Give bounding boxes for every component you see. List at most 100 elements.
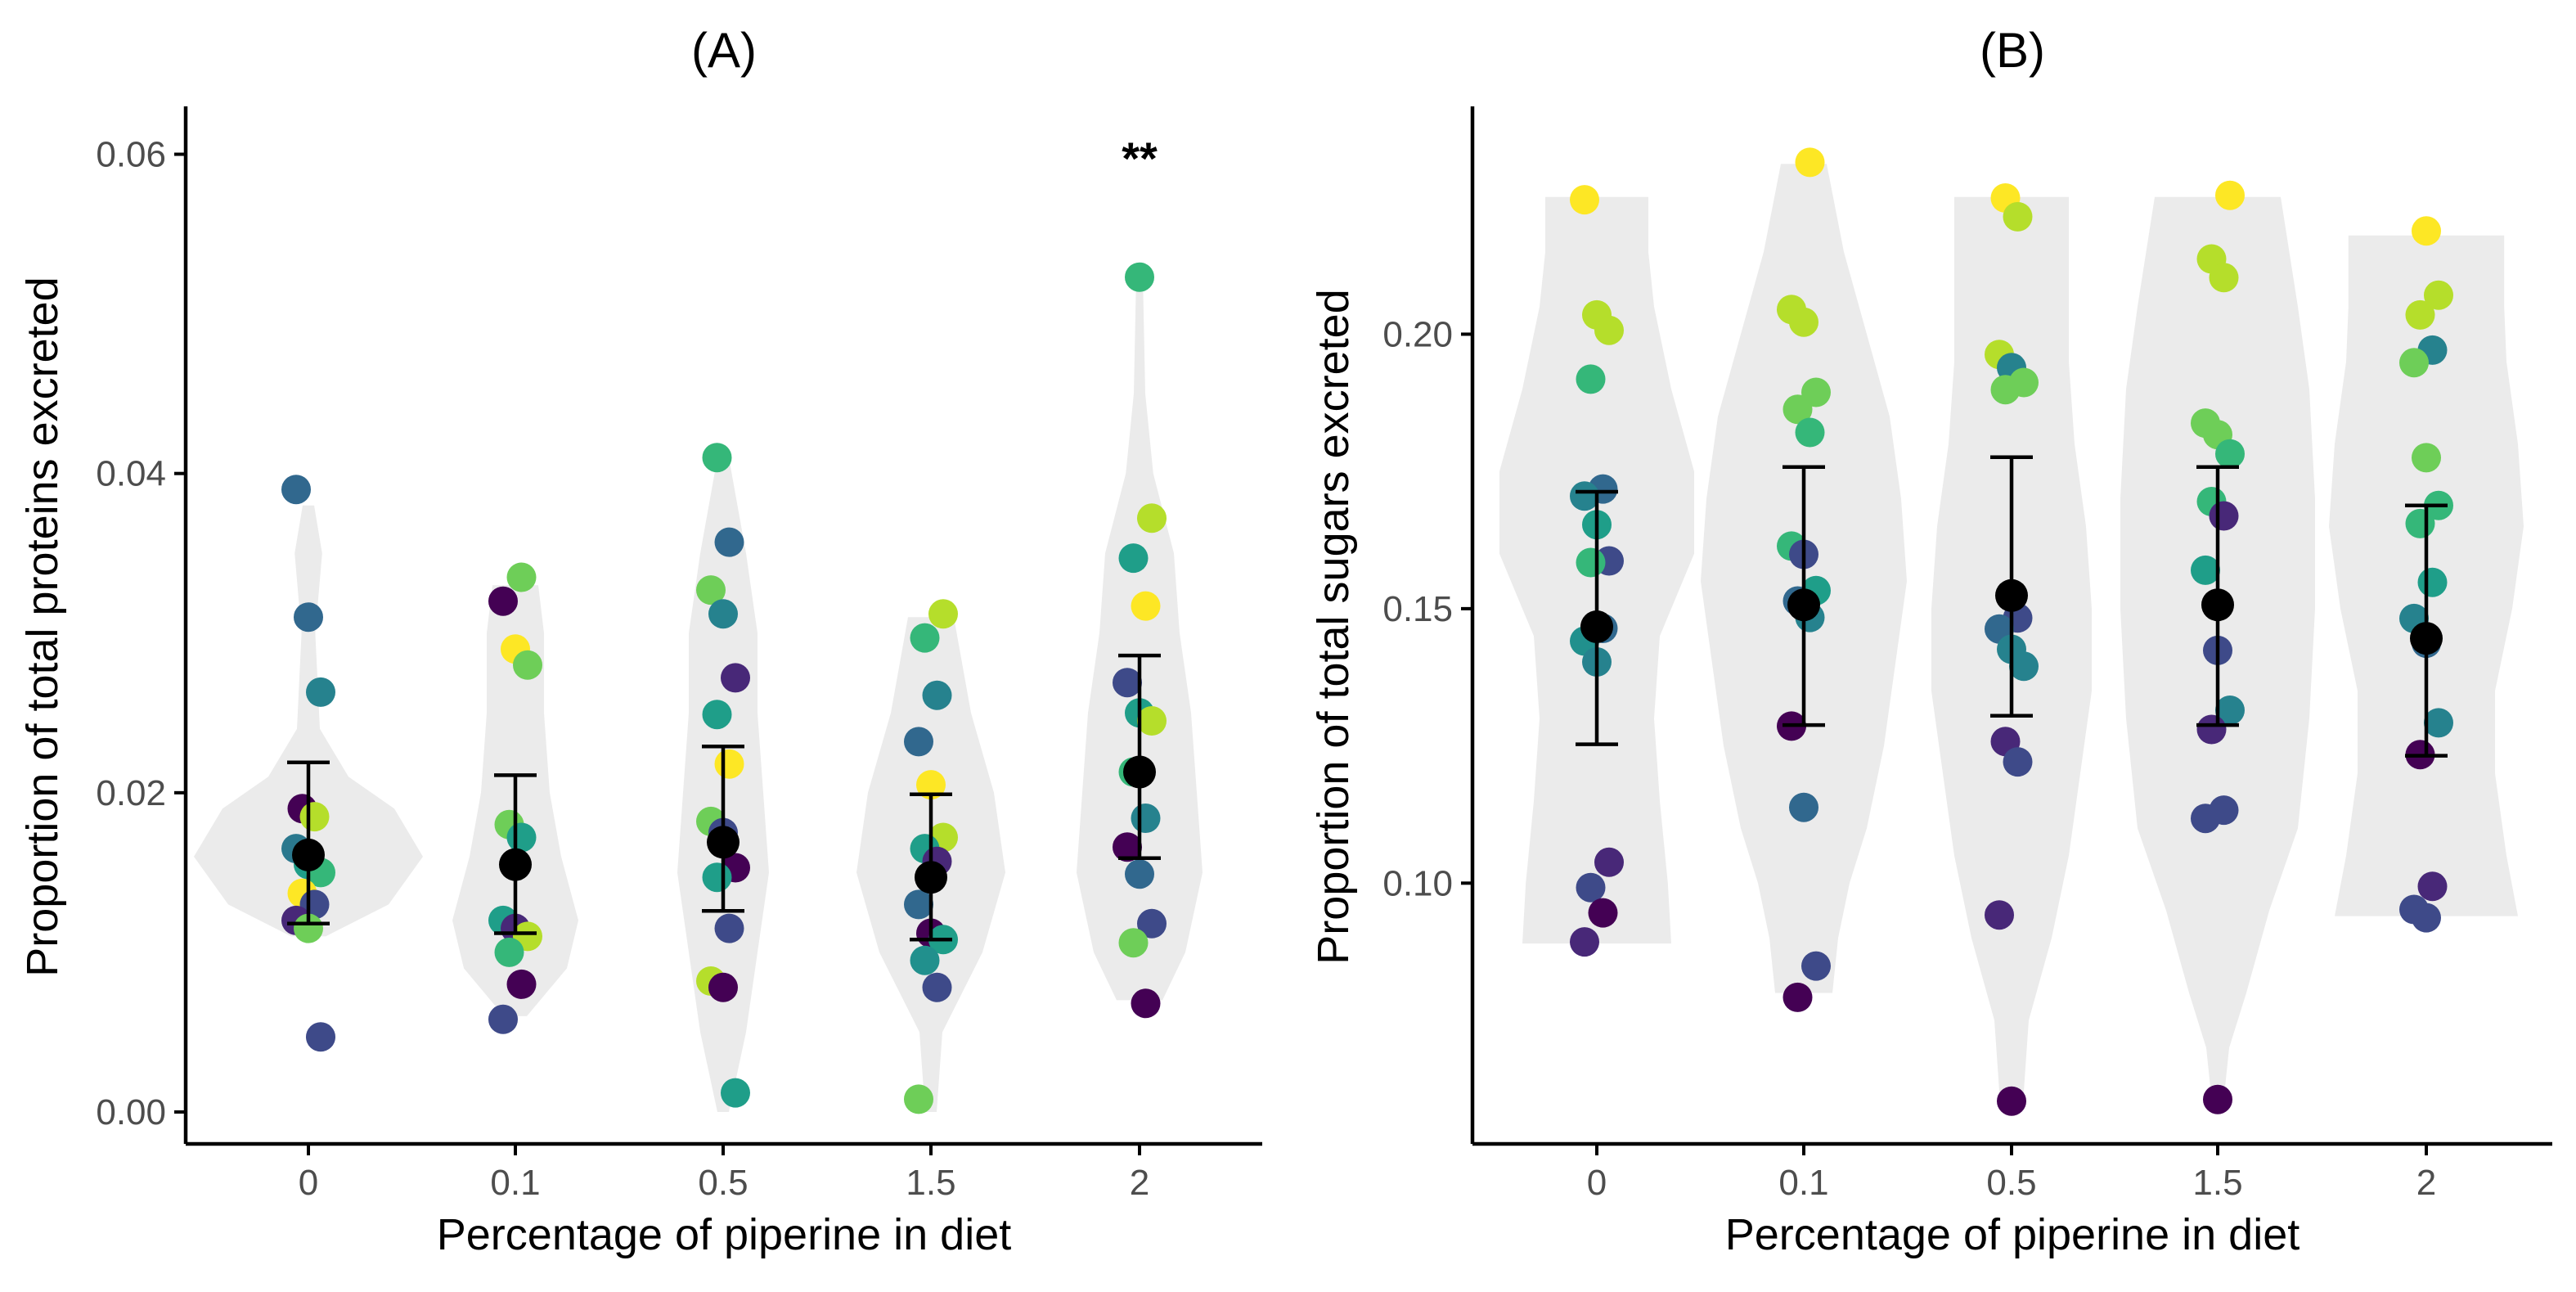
x-axis-title: Percentage of piperine in diet (1725, 1210, 2300, 1259)
data-point (1576, 364, 1606, 394)
data-point (714, 913, 744, 943)
data-point (1118, 928, 1149, 958)
data-point (2203, 1084, 2232, 1114)
mean-point (2201, 588, 2234, 622)
x-tick-label: 1.5 (2192, 1163, 2242, 1203)
data-point (708, 599, 738, 629)
data-point (1570, 927, 1599, 957)
data-point (513, 650, 542, 680)
data-point (904, 1084, 933, 1114)
x-tick-label: 0 (1587, 1163, 1607, 1203)
y-tick-label: 0.00 (96, 1092, 166, 1132)
x-tick-label: 2 (1130, 1163, 1149, 1203)
x-tick-label: 0.5 (698, 1163, 748, 1203)
data-point (904, 727, 933, 757)
data-point (2191, 804, 2220, 834)
data-point (1131, 988, 1161, 1019)
data-point (1789, 792, 1818, 822)
data-point (1125, 859, 1154, 889)
data-point (702, 700, 732, 730)
data-point (281, 475, 311, 505)
data-point (2003, 201, 2033, 232)
mean-point (707, 826, 740, 859)
data-point (1594, 847, 1624, 877)
data-point (1576, 872, 1606, 903)
data-point (1588, 898, 1618, 928)
data-point (928, 599, 958, 629)
data-point (2412, 443, 2441, 473)
data-point (702, 443, 732, 473)
data-point (294, 913, 323, 943)
data-point (1990, 375, 2021, 405)
y-tick-label: 0.04 (96, 454, 166, 494)
mean-point (1787, 588, 1820, 622)
data-point (1985, 900, 2014, 930)
data-point (306, 677, 335, 707)
data-point (922, 680, 952, 710)
y-tick-label: 0.20 (1382, 314, 1453, 354)
data-point (1594, 315, 1624, 345)
y-tick-label: 0.15 (1382, 589, 1453, 629)
data-point (2424, 280, 2453, 310)
data-point (2399, 348, 2429, 378)
mean-point (499, 848, 532, 881)
data-point (2003, 747, 2033, 777)
data-point (506, 969, 537, 999)
data-point (306, 1022, 335, 1052)
data-point (1789, 307, 1818, 337)
data-point (1131, 591, 1161, 621)
data-point (2412, 903, 2441, 933)
data-point (2215, 180, 2245, 210)
data-point (1795, 417, 1825, 448)
data-point (916, 770, 946, 800)
data-point (721, 663, 750, 693)
panel-b: (B) Percentage of piperine in diet Propo… (1309, 23, 2552, 1259)
data-point (904, 889, 933, 920)
y-axis-title: Proportion of total sugars excreted (1309, 289, 1358, 964)
data-point (2417, 567, 2448, 597)
data-point (702, 862, 732, 893)
data-point (714, 527, 744, 557)
data-point (1118, 543, 1149, 574)
data-point (1137, 503, 1167, 533)
mean-point (1580, 610, 1613, 643)
data-point (1137, 908, 1167, 939)
data-point (2191, 555, 2220, 585)
y-axis-title: Proportion of total proteins excreted (18, 277, 67, 976)
x-tick-label: 0.1 (1778, 1163, 1828, 1203)
x-tick-label: 2 (2416, 1163, 2436, 1203)
x-tick-label: 1.5 (906, 1163, 955, 1203)
panel-a: (A) Percentage of piperine in diet Propo… (18, 23, 1262, 1259)
panel-title: (B) (1980, 23, 2045, 78)
data-point (1125, 262, 1154, 292)
data-point (696, 575, 726, 605)
data-point (922, 972, 952, 1002)
mean-point (2410, 622, 2443, 655)
data-point (1570, 481, 1599, 511)
y-tick-label: 0.10 (1382, 863, 1453, 903)
mean-point (915, 861, 947, 894)
significance-annotation: ** (1122, 133, 1158, 184)
data-point (1113, 668, 1142, 698)
data-point (2009, 651, 2039, 682)
data-point (506, 562, 537, 592)
data-point (2405, 508, 2435, 538)
data-point (1801, 951, 1831, 981)
x-tick-label: 0.5 (1986, 1163, 2036, 1203)
violin-2 (1077, 281, 1203, 1001)
data-point (2417, 871, 2448, 902)
data-point (910, 623, 940, 653)
data-point (708, 972, 738, 1002)
data-point (494, 937, 524, 967)
data-point (721, 1078, 750, 1108)
mean-point (1995, 578, 2028, 612)
mean-point (292, 838, 325, 871)
data-point (1570, 185, 1599, 215)
data-point (2209, 501, 2239, 531)
data-point (1113, 832, 1142, 862)
data-point (2209, 263, 2239, 293)
data-point (488, 1004, 518, 1034)
panel-title: (A) (691, 23, 757, 78)
